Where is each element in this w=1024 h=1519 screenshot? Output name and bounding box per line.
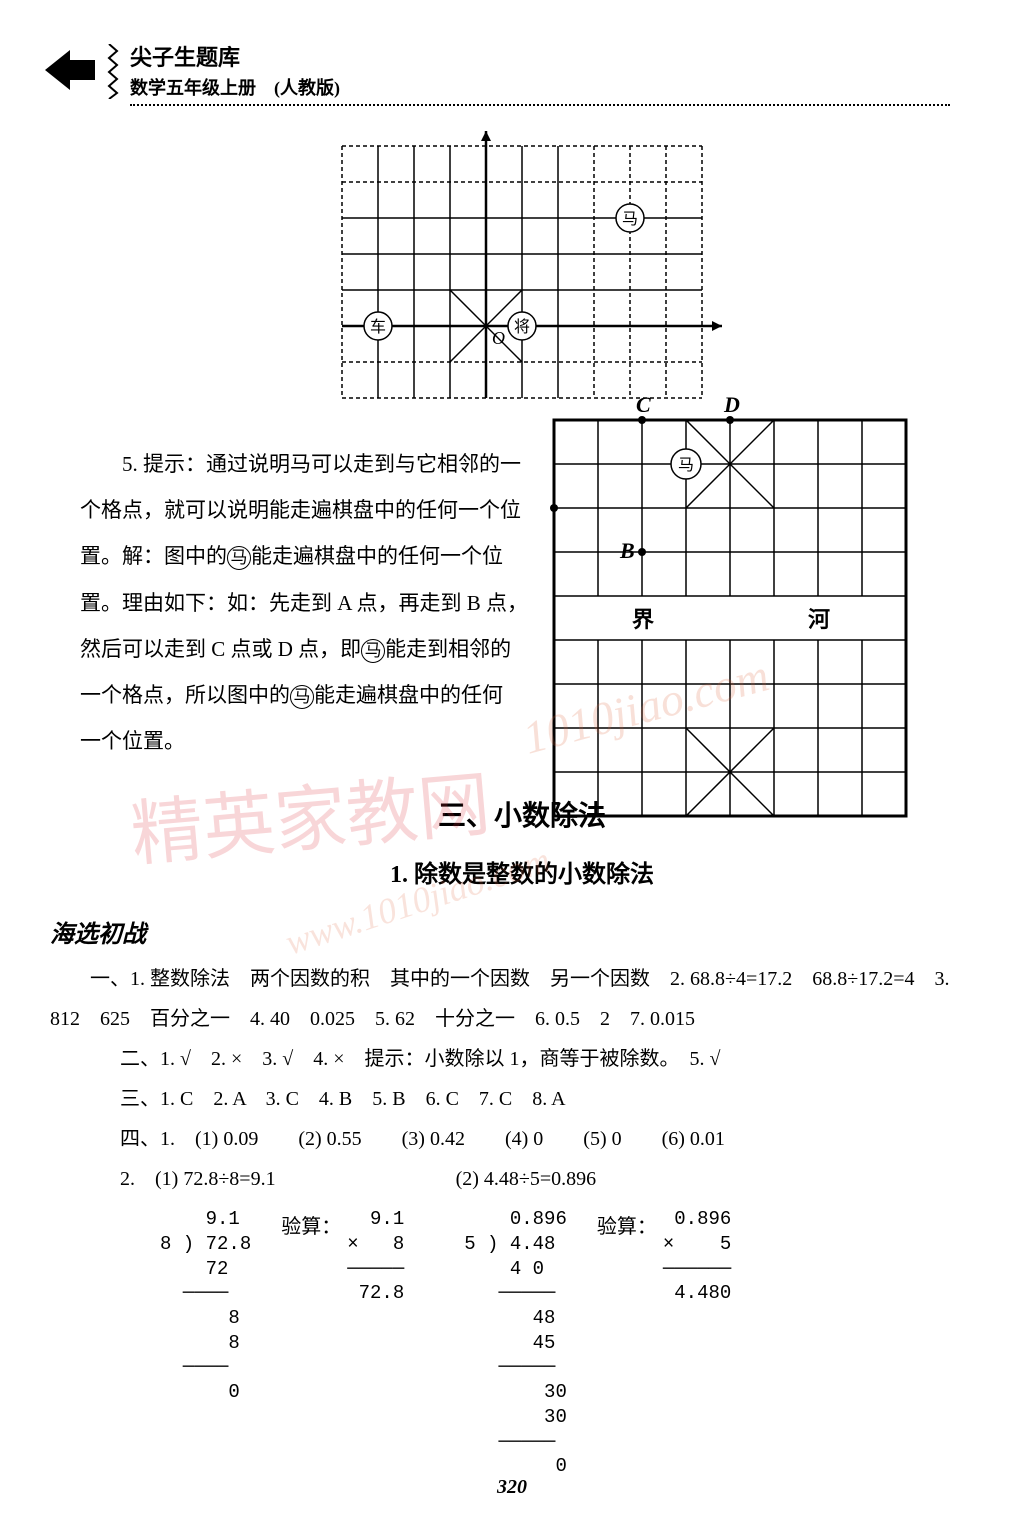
verify1-calc: 9.1 × 8 ───── 72.8 (347, 1207, 404, 1306)
svg-text:A: A (544, 496, 545, 521)
svg-text:车: 车 (370, 318, 386, 336)
verify2-label: 验算： (597, 1207, 657, 1247)
chessboard-svg: 界 河 C D A B 马 (544, 390, 964, 850)
longdiv-2: 0.896 5 ) 4.48 4 0 ───── 48 45 ───── 30 … (464, 1207, 567, 1479)
page-number: 320 (0, 1476, 1024, 1499)
answers-part3: 三、1. C 2. A 3. C 4. B 5. B 6. C 7. C 8. … (80, 1079, 964, 1119)
answers-part4-2b: (2) 4.48÷5=0.896 (456, 1159, 597, 1199)
book-subtitle: 数学五年级上册 (人教版) (130, 74, 964, 100)
header-arrow-icon (40, 45, 100, 105)
svg-text:O: O (492, 328, 505, 348)
svg-text:河: 河 (808, 607, 830, 632)
problem5-text: 5. 提示：通过说明马可以走到与它相邻的一个格点，就可以说明能走遍棋盘中的任何一… (80, 441, 540, 764)
coord-grid-svg: O 车 将 马 (312, 126, 732, 416)
longdiv-row: 9.1 8 ) 72.8 72 ──── 8 8 ──── 0 验算： 9.1 … (80, 1207, 964, 1479)
verify-1: 验算： 9.1 × 8 ───── 72.8 (281, 1207, 404, 1479)
verify1-label: 验算： (281, 1207, 341, 1247)
grid2: 界 河 C D A B 马 (544, 390, 964, 855)
ma-piece-icon: 马 (290, 685, 314, 709)
answers-part1: 一、1. 整数除法 两个因数的积 其中的一个因数 另一个因数 2. 68.8÷4… (50, 959, 964, 1039)
ma-piece-icon: 马 (227, 546, 251, 570)
longdiv-1: 9.1 8 ) 72.8 72 ──── 8 8 ──── 0 (160, 1207, 251, 1479)
header-divider (130, 104, 950, 106)
battle-heading: 海选初战 (50, 914, 964, 949)
page: 尖子生题库 数学五年级上册 (人教版) O车将马 5. 提示：通过说明马可以走到… (0, 0, 1024, 1519)
book-title: 尖子生题库 (130, 40, 964, 72)
svg-text:将: 将 (514, 318, 530, 336)
zigzag-icon (105, 44, 119, 99)
answers-block: 一、1. 整数除法 两个因数的积 其中的一个因数 另一个因数 2. 68.8÷4… (80, 959, 964, 1479)
svg-text:D: D (723, 392, 740, 417)
svg-text:马: 马 (678, 456, 694, 474)
ma-piece-icon: 马 (361, 639, 385, 663)
svg-text:C: C (636, 392, 651, 417)
svg-text:界: 界 (632, 607, 654, 632)
answers-part4-2a: 2. (1) 72.8÷8=9.1 (80, 1159, 276, 1199)
svg-text:B: B (619, 538, 635, 563)
verify2-calc: 0.896 × 5 ────── 4.480 (663, 1207, 731, 1306)
answers-part2: 二、1. √ 2. × 3. √ 4. × 提示：小数除以 1，商等于被除数。 … (80, 1039, 964, 1079)
answers-part4: 四、1. (1) 0.09 (2) 0.55 (3) 0.42 (4) 0 (5… (80, 1119, 964, 1159)
verify-2: 验算： 0.896 × 5 ────── 4.480 (597, 1207, 731, 1479)
grid1: O 车 将 马 (80, 126, 964, 421)
svg-text:马: 马 (622, 210, 638, 228)
